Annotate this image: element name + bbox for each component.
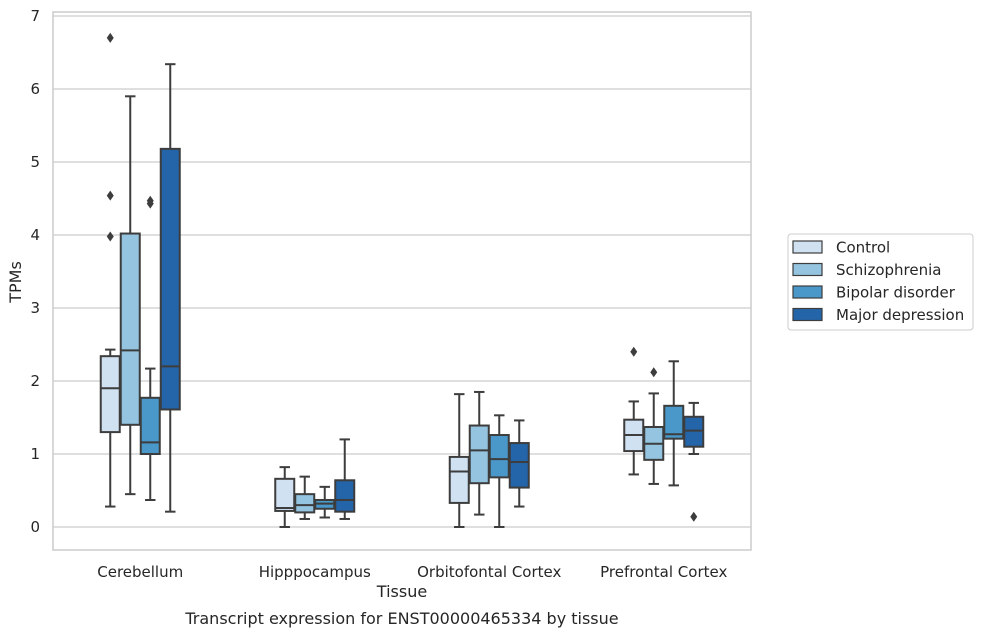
outlier-point	[650, 367, 658, 378]
y-tick-label: 1	[30, 445, 40, 463]
box-major-depression	[683, 401, 705, 522]
chart-caption: Transcript expression for ENST0000046533…	[184, 609, 618, 628]
box-bipolar-disorder	[314, 485, 336, 519]
box-bipolar-disorder	[139, 195, 161, 501]
x-tick-label: Prefrontal Cortex	[600, 563, 727, 581]
outlier-point	[106, 32, 114, 43]
x-tick-labels: Cerebellum Hipppocampus Orbitofontal Corte…	[97, 563, 727, 581]
box-bipolar-disorder	[663, 360, 685, 487]
y-tick-labels: 0 1 2 3 4 5 6 7	[30, 7, 40, 536]
box-major-depression	[508, 419, 530, 508]
iqr-box	[159, 147, 181, 411]
y-tick-label: 5	[30, 153, 40, 171]
outlier-point	[690, 511, 698, 522]
y-tick-label: 4	[30, 226, 40, 244]
y-tick-label: 6	[30, 80, 40, 98]
legend-label: Major depression	[836, 306, 964, 324]
iqr-box	[139, 396, 161, 456]
box-control	[448, 393, 470, 528]
iqr-box	[488, 434, 510, 479]
iqr-box	[468, 424, 490, 485]
box-major-depression	[159, 63, 181, 513]
outlier-point	[146, 195, 154, 206]
legend-swatch	[792, 240, 823, 254]
legend-swatch	[792, 307, 823, 322]
x-tick-label: Orbitofontal Cortex	[417, 563, 561, 581]
y-tick-label: 7	[30, 7, 40, 25]
x-tick-label: Hipppocampus	[259, 563, 371, 581]
iqr-box	[448, 455, 470, 504]
iqr-box	[274, 477, 296, 512]
iqr-box	[683, 415, 705, 448]
iqr-box	[294, 493, 316, 514]
boxes	[99, 32, 705, 528]
y-tick-label: 3	[30, 299, 40, 317]
legend-swatch	[792, 285, 823, 299]
iqr-box	[99, 355, 121, 434]
box-schizophrenia	[294, 475, 316, 520]
box-bipolar-disorder	[488, 414, 510, 528]
box-schizophrenia	[468, 390, 490, 516]
legend: Control Schizophrenia Bipolar disorder Majo…	[787, 233, 974, 331]
box-control	[623, 346, 645, 476]
outlier-point	[106, 231, 114, 242]
box-major-depression	[334, 438, 356, 520]
y-axis-label: TPMs	[6, 261, 25, 304]
legend-frame	[787, 233, 974, 331]
box-schizophrenia	[119, 95, 141, 496]
iqr-box	[508, 442, 530, 489]
box-control	[274, 466, 296, 528]
legend-label: Bipolar disorder	[836, 284, 956, 302]
iqr-box	[334, 479, 356, 513]
outlier-point	[630, 346, 638, 357]
legend-swatch	[792, 262, 823, 277]
legend-label: Control	[836, 239, 890, 257]
plot-frame	[52, 11, 752, 551]
box-control	[99, 32, 121, 508]
outlier-point	[106, 190, 114, 201]
y-tick-label: 0	[30, 518, 40, 536]
x-tick-label: Cerebellum	[97, 563, 183, 581]
x-axis-label: Tissue	[376, 582, 427, 601]
y-tick-label: 2	[30, 372, 40, 390]
box-schizophrenia	[643, 367, 665, 485]
iqr-box	[119, 232, 141, 426]
legend-label: Schizophrenia	[836, 261, 941, 279]
